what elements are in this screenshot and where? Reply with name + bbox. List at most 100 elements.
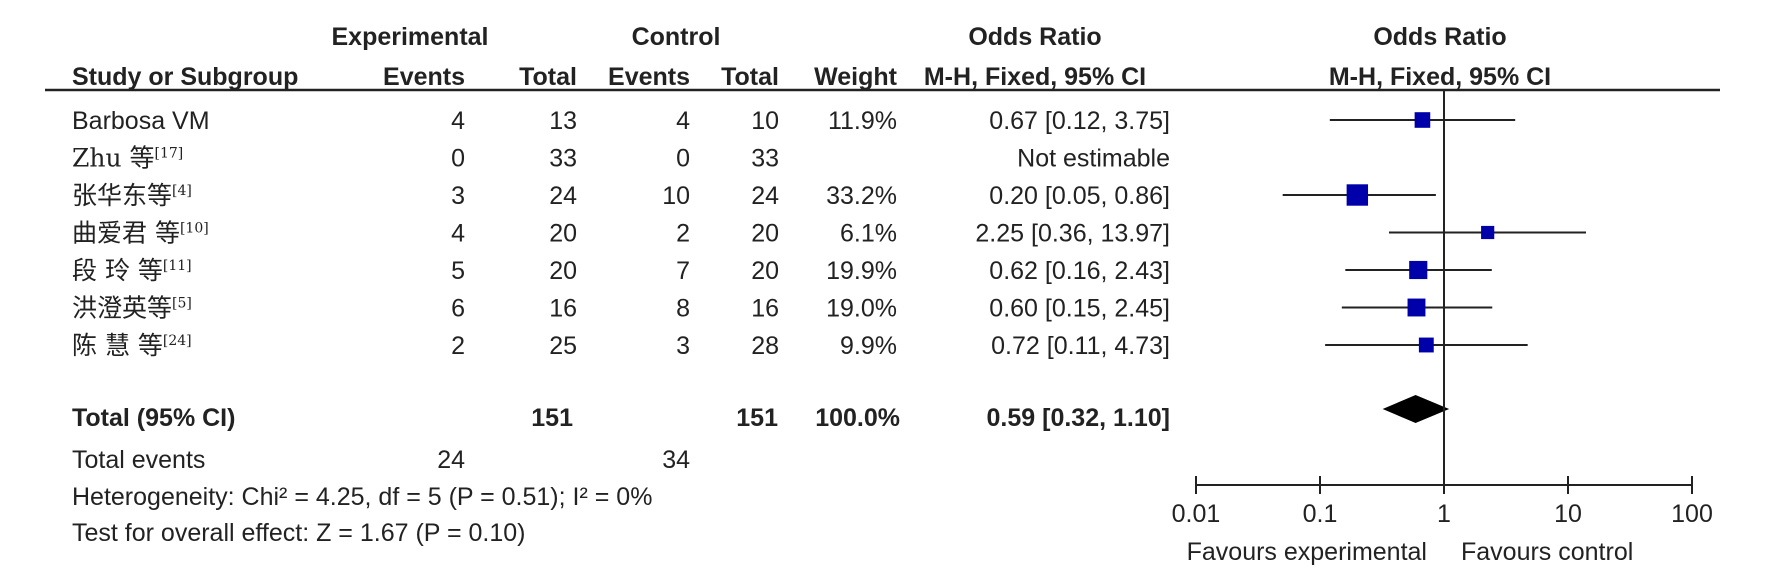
study-ref: [4] [172, 183, 192, 199]
total-exp: 20 [549, 257, 577, 285]
study-ref: [10] [180, 221, 209, 237]
ci-text: 2.25 [0.36, 13.97] [975, 220, 1170, 248]
header-method-right: M-H, Fixed, 95% CI [1329, 63, 1551, 91]
total-weight: 100.0% [815, 404, 900, 432]
study-name: 段 玲 等[11] [72, 256, 192, 285]
study-name: Zhu 等[17] [72, 144, 183, 173]
total-ctl: 28 [751, 332, 779, 360]
events-exp: 3 [451, 182, 465, 210]
total-ci-text: 0.59 [0.32, 1.10] [987, 404, 1170, 432]
events-ctl: 7 [676, 257, 690, 285]
table-row: Zhu 等[17] 0 33 0 33 Not estimable [72, 144, 1170, 173]
events-ctl: 10 [662, 182, 690, 210]
total-ctl: 33 [751, 145, 779, 173]
events-ctl: 3 [676, 332, 690, 360]
events-ctl: 8 [676, 295, 690, 323]
overall-effect-text: Test for overall effect: Z = 1.67 (P = 0… [72, 519, 525, 547]
events-ctl: 0 [676, 145, 690, 173]
table-row: 张华东等[4] 3 24 10 24 33.2% 0.20 [0.05, 0.86] [72, 181, 1170, 210]
events-exp: 4 [451, 107, 465, 135]
study-name: 洪澄英等[5] [72, 294, 192, 323]
total-events-ctl: 34 [662, 446, 690, 474]
header-odds-ratio-right: Odds Ratio [1373, 23, 1506, 51]
favours-right-label: Favours control [1461, 538, 1633, 566]
events-exp: 6 [451, 295, 465, 323]
ci-text: 0.62 [0.16, 2.43] [989, 257, 1170, 285]
total-ctl: 20 [751, 220, 779, 248]
heterogeneity-text: Heterogeneity: Chi² = 4.25, df = 5 (P = … [72, 483, 652, 511]
total-events-label: Total events [72, 446, 205, 474]
header-experimental: Experimental [331, 23, 488, 51]
study-rows: Barbosa VM 4 13 4 10 11.9% 0.67 [0.12, 3.75] Zh… [72, 107, 1170, 360]
point-estimate [1409, 260, 1428, 280]
point-estimate [1346, 184, 1369, 206]
table-row: 陈 慧 等[24] 2 25 3 28 9.9% 0.72 [0.11, 4.73] [72, 331, 1170, 360]
table-row: Barbosa VM 4 13 4 10 11.9% 0.67 [0.12, 3.75] [72, 107, 1170, 135]
x-tick-label: 100 [1671, 500, 1713, 528]
weight: 33.2% [826, 182, 897, 210]
header-events-exp: Events [383, 63, 465, 91]
events-exp: 2 [451, 332, 465, 360]
weight: 6.1% [840, 220, 897, 248]
study-name: 曲爱君 等[10] [72, 219, 209, 248]
favours-left-label: Favours experimental [1187, 538, 1427, 566]
table-row: 洪澄英等[5] 6 16 8 16 19.0% 0.60 [0.15, 2.45] [72, 294, 1170, 323]
ci-text: 0.72 [0.11, 4.73] [991, 332, 1170, 360]
events-ctl: 2 [676, 220, 690, 248]
study-name: 陈 慧 等[24] [72, 331, 192, 360]
events-exp: 0 [451, 145, 465, 173]
weight: 19.9% [826, 257, 897, 285]
events-exp: 4 [451, 220, 465, 248]
total-total-exp: 151 [531, 404, 573, 432]
total-ctl: 24 [751, 182, 779, 210]
total-exp: 33 [549, 145, 577, 173]
total-ctl: 10 [751, 107, 779, 135]
table-row: 曲爱君 等[10] 4 20 2 20 6.1% 2.25 [0.36, 13.97] [72, 219, 1170, 248]
x-tick-label: 0.01 [1172, 500, 1221, 528]
events-ctl: 4 [676, 107, 690, 135]
study-ref: [17] [155, 146, 184, 162]
x-tick-label: 0.1 [1303, 500, 1338, 528]
weight: 9.9% [840, 332, 897, 360]
total-exp: 20 [549, 220, 577, 248]
study-name: Barbosa VM [72, 107, 210, 135]
pooled-diamond [1382, 395, 1450, 423]
weight: 11.9% [828, 107, 897, 135]
point-estimate [1481, 225, 1495, 240]
total-ctl: 16 [751, 295, 779, 323]
point-estimate [1407, 298, 1426, 317]
ci-text: Not estimable [1017, 145, 1170, 173]
total-exp: 13 [549, 107, 577, 135]
total-exp: 24 [549, 182, 577, 210]
total-exp: 25 [549, 332, 577, 360]
events-exp: 5 [451, 257, 465, 285]
total-ctl: 20 [751, 257, 779, 285]
total-total-ctl: 151 [736, 404, 778, 432]
header-total-ctl: Total [721, 63, 779, 91]
x-tick-label: 1 [1437, 500, 1451, 528]
weight: 19.0% [826, 295, 897, 323]
header-study: Study or Subgroup [72, 63, 298, 91]
header-weight: Weight [814, 63, 898, 91]
study-ref: [24] [163, 333, 192, 349]
total-label: Total (95% CI) [72, 404, 235, 432]
ci-text: 0.67 [0.12, 3.75] [989, 107, 1170, 135]
total-events-exp: 24 [437, 446, 465, 474]
header-method-left: M-H, Fixed, 95% CI [924, 63, 1146, 91]
study-ref: [11] [163, 258, 192, 274]
ci-text: 0.60 [0.15, 2.45] [989, 295, 1170, 323]
table-row: 段 玲 等[11] 5 20 7 20 19.9% 0.62 [0.16, 2.43] [72, 256, 1170, 285]
ci-text: 0.20 [0.05, 0.86] [989, 182, 1170, 210]
point-estimate [1414, 112, 1431, 128]
header-events-ctl: Events [608, 63, 690, 91]
x-tick-label: 10 [1554, 500, 1582, 528]
study-ref: [5] [172, 296, 192, 312]
header-total-exp: Total [519, 63, 577, 91]
header-odds-ratio-left: Odds Ratio [968, 23, 1101, 51]
study-name: 张华东等[4] [72, 181, 192, 210]
plot-area: 0.01 0.1 1 10 100 Favours experimental Favours… [1172, 90, 1713, 566]
header-control: Control [632, 23, 721, 51]
point-estimate [1418, 337, 1434, 353]
total-exp: 16 [549, 295, 577, 323]
